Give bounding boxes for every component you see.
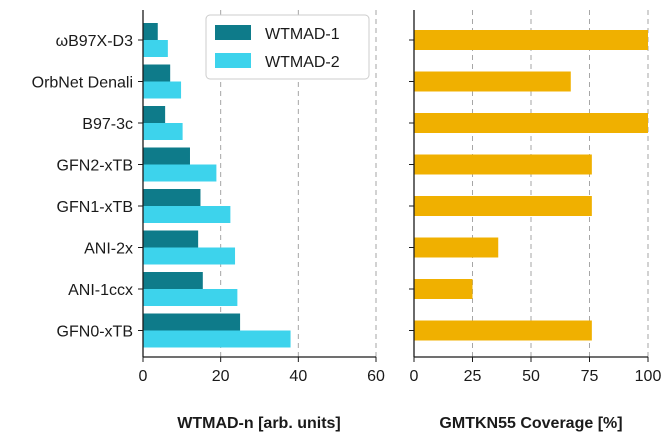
bar-wtmad-1-gfn1-xtb	[143, 189, 201, 206]
bar-wtmad-2-gfn1-xtb	[143, 206, 231, 223]
coverage-gridlines	[472, 10, 649, 357]
bar-wtmad-1-b97x-d3	[143, 23, 158, 40]
bar-wtmad-1-gfn0-xtb	[143, 313, 241, 331]
bar-wtmad-1-b97-3c	[143, 106, 166, 123]
bar-coverage-b97-3c	[414, 113, 648, 133]
bar-wtmad-1-gfn2-xtb	[143, 147, 190, 165]
wtmad-y-ticks: ωB97X-D3 OrbNet Denali B97-3c GFN2-xTB GFN1-…	[32, 33, 143, 341]
left-x-tick-label-20: 20	[212, 368, 230, 385]
legend-swatch-wtmad-2	[215, 53, 251, 68]
bar-wtmad-1-orbnet-denali	[143, 64, 171, 82]
left-x-tick-label-0: 0	[139, 368, 148, 385]
bar-coverage-gfn0-xtb	[414, 320, 592, 341]
wtmad-y-tick-label-gfn2-xtb: GFN2-xTB	[57, 158, 133, 175]
right-x-tick-label-50: 50	[522, 368, 540, 385]
wtmad-bars	[143, 23, 291, 348]
legend: WTMAD-1 WTMAD-2	[205, 14, 370, 80]
bar-wtmad-2-b97-3c	[143, 123, 183, 140]
bar-wtmad-2-gfn0-xtb	[143, 330, 291, 348]
legend-swatch-wtmad-1	[215, 25, 251, 40]
right-x-tick-label-100: 100	[635, 368, 662, 385]
bar-wtmad-1-ani-1ccx	[143, 272, 203, 289]
wtmad-x-ticks: 0 20 40 60	[139, 357, 385, 385]
bar-wtmad-2-gfn2-xtb	[143, 164, 217, 182]
wtmad-x-axis-title: WTMAD-n [arb. units]	[177, 415, 341, 432]
right-x-tick-label-0: 0	[410, 368, 419, 385]
right-x-tick-label-75: 75	[581, 368, 599, 385]
bar-coverage-gfn2-xtb	[414, 154, 592, 175]
bar-wtmad-2-b97x-d3	[143, 40, 168, 57]
bar-coverage-b97x-d3	[414, 30, 648, 50]
coverage-panel: 0 25 50 75 100 GMTKN55 Coverage [%]	[409, 10, 661, 432]
legend-label-wtmad-1: WTMAD-1	[265, 26, 340, 43]
bar-wtmad-2-ani-1ccx	[143, 289, 238, 306]
wtmad-y-tick-label-ani-1ccx: ANI-1ccx	[68, 282, 133, 299]
right-x-tick-label-25: 25	[464, 368, 482, 385]
bar-wtmad-2-ani-2x	[143, 247, 236, 265]
coverage-y-ticks	[409, 39, 414, 331]
wtmad-y-tick-label-gfn0-xtb: GFN0-xTB	[57, 324, 133, 341]
bar-coverage-orbnet-denali	[414, 71, 571, 92]
bar-wtmad-2-orbnet-denali	[143, 81, 182, 99]
legend-label-wtmad-2: WTMAD-2	[265, 54, 340, 71]
wtmad-panel: ωB97X-D3 OrbNet Denali B97-3c GFN2-xTB GFN1-…	[32, 10, 385, 432]
bar-coverage-ani-1ccx	[414, 279, 473, 299]
bar-coverage-ani-2x	[414, 237, 499, 258]
wtmad-y-tick-label-b97-3c: B97-3c	[82, 116, 133, 133]
left-x-tick-label-40: 40	[289, 368, 307, 385]
coverage-x-ticks: 0 25 50 75 100	[410, 357, 662, 385]
coverage-x-axis-title: GMTKN55 Coverage [%]	[439, 415, 622, 432]
left-x-tick-label-60: 60	[367, 368, 385, 385]
wtmad-y-tick-label-orbnet-denali: OrbNet Denali	[32, 75, 133, 92]
wtmad-y-tick-label-b97x-d3: ωB97X-D3	[56, 33, 134, 50]
bar-wtmad-1-ani-2x	[143, 230, 199, 248]
coverage-bars	[414, 30, 648, 341]
wtmad-y-tick-label-ani-2x: ANI-2x	[84, 241, 133, 258]
wtmad-y-tick-label-gfn1-xtb: GFN1-xTB	[57, 199, 133, 216]
bar-coverage-gfn1-xtb	[414, 196, 592, 216]
